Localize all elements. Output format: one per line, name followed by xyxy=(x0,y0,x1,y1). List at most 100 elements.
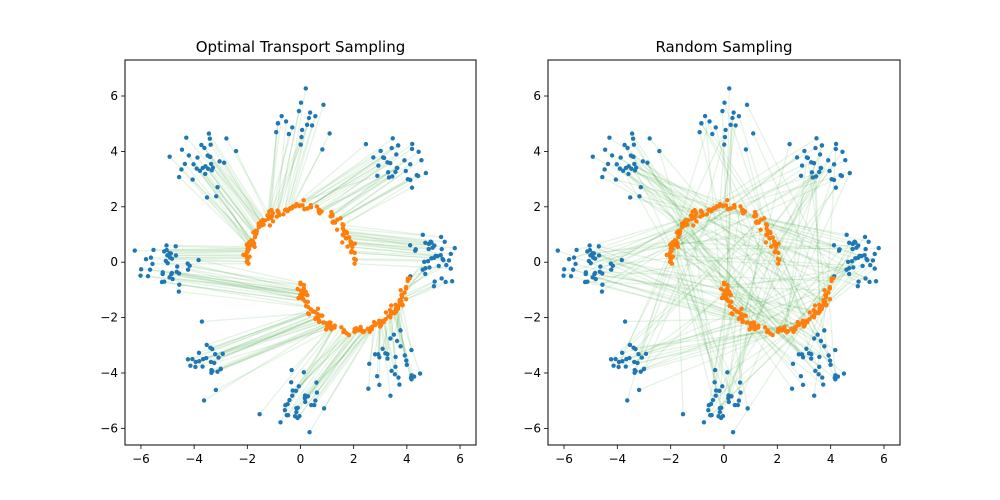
transport-line xyxy=(702,136,726,216)
source-point xyxy=(175,264,180,269)
transport-line xyxy=(223,162,262,223)
transport-line xyxy=(198,259,301,284)
transport-line xyxy=(633,292,728,363)
transport-line xyxy=(717,325,756,417)
source-point xyxy=(723,127,728,133)
transport-line xyxy=(405,264,447,288)
source-point xyxy=(592,270,598,276)
target-point xyxy=(303,299,308,304)
source-point xyxy=(169,256,175,261)
source-point xyxy=(204,355,209,361)
source-point xyxy=(702,113,708,119)
transport-line xyxy=(393,305,404,335)
source-point xyxy=(855,283,861,289)
target-point xyxy=(305,304,311,310)
source-point xyxy=(423,170,429,176)
transport-line xyxy=(393,313,412,379)
transport-line xyxy=(298,137,394,207)
transport-line xyxy=(587,281,825,291)
transport-line xyxy=(162,271,301,296)
transport-line xyxy=(738,255,862,313)
transport-line xyxy=(723,112,735,206)
source-point xyxy=(190,356,195,362)
transport-line xyxy=(645,324,800,355)
transport-line xyxy=(637,329,786,364)
transport-line xyxy=(210,163,260,228)
source-point xyxy=(713,125,718,130)
transport-line xyxy=(777,154,821,244)
source-point xyxy=(607,135,612,140)
target-points xyxy=(241,198,412,338)
source-point xyxy=(799,163,805,168)
transport-line xyxy=(302,147,393,207)
target-point xyxy=(281,212,286,217)
source-point xyxy=(745,406,750,411)
source-point xyxy=(813,174,819,179)
transport-line xyxy=(573,210,743,259)
target-point xyxy=(680,225,685,230)
source-point xyxy=(841,371,847,376)
target-point xyxy=(728,292,734,298)
transport-line xyxy=(738,116,805,325)
transport-line xyxy=(620,157,810,320)
target-point xyxy=(395,307,400,312)
transport-line xyxy=(576,210,712,251)
target-point xyxy=(812,303,818,308)
source-point xyxy=(733,123,738,128)
transport-line xyxy=(313,328,373,406)
transport-line xyxy=(291,326,335,371)
target-point xyxy=(768,244,774,249)
target-point xyxy=(700,212,706,218)
source-point xyxy=(398,344,403,349)
source-point xyxy=(363,141,369,147)
source-point xyxy=(389,145,394,151)
transport-line xyxy=(175,245,249,249)
source-point xyxy=(395,143,401,148)
source-point xyxy=(371,155,376,160)
transport-line xyxy=(755,179,835,217)
transport-line xyxy=(727,275,835,286)
source-point xyxy=(622,319,628,324)
source-point xyxy=(417,371,423,376)
target-points xyxy=(664,198,836,338)
y-tick-label: −6 xyxy=(523,421,541,435)
source-point xyxy=(610,263,616,268)
target-point xyxy=(780,328,785,333)
transport-line xyxy=(756,220,853,245)
transport-line xyxy=(220,321,330,370)
source-point xyxy=(732,402,738,408)
transport-line xyxy=(670,250,836,351)
target-point xyxy=(765,228,770,233)
target-point xyxy=(335,217,340,222)
transport-line xyxy=(206,197,253,246)
transport-line xyxy=(189,265,304,290)
transport-line xyxy=(738,308,743,401)
source-point xyxy=(147,267,153,272)
target-point xyxy=(775,256,781,261)
target-point xyxy=(316,316,321,321)
source-point xyxy=(206,131,212,136)
transport-line xyxy=(215,328,332,391)
transport-line xyxy=(572,269,752,326)
source-point xyxy=(377,355,382,360)
transport-line xyxy=(380,325,392,396)
target-point xyxy=(829,278,834,284)
source-point xyxy=(707,119,712,124)
y-tick-label: 4 xyxy=(533,144,541,158)
source-points xyxy=(132,86,457,435)
transport-line xyxy=(171,273,303,300)
source-point xyxy=(197,168,203,174)
transport-line xyxy=(775,151,844,248)
source-point xyxy=(378,148,383,154)
target-point xyxy=(277,212,282,218)
source-point xyxy=(817,169,822,175)
transport-line xyxy=(407,259,450,280)
target-point xyxy=(301,286,307,291)
source-point xyxy=(809,351,814,357)
transport-line xyxy=(349,236,455,249)
transport-line xyxy=(180,169,249,245)
source-point xyxy=(214,194,219,199)
transport-line xyxy=(304,331,364,403)
y-axis-ticks: −6 −4 −2 0 2 4 6 xyxy=(100,89,125,435)
source-point xyxy=(555,248,560,253)
